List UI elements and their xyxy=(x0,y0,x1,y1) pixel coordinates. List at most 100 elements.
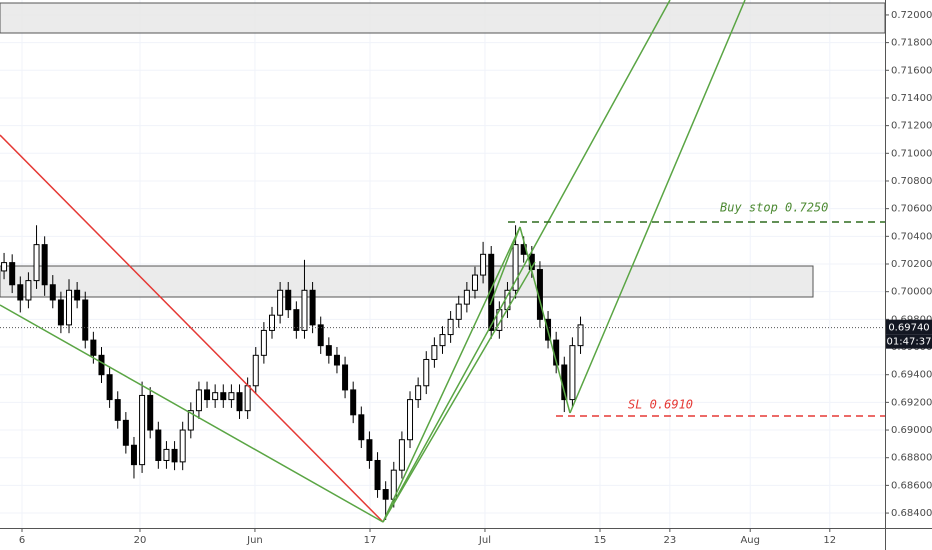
candle-body xyxy=(187,410,194,431)
candle-body xyxy=(293,309,300,331)
y-tick-label: 0.69000 xyxy=(891,425,932,436)
candle-body xyxy=(374,459,381,491)
candle-body xyxy=(471,274,478,291)
x-tick-label: 15 xyxy=(594,535,607,546)
trend-line xyxy=(382,261,536,523)
candle-body xyxy=(212,392,219,401)
y-tick-label: 0.71400 xyxy=(891,93,932,104)
y-tick-label: 0.70600 xyxy=(891,204,932,215)
candle-body xyxy=(33,244,40,282)
stop-loss-note: SL 0.6910 xyxy=(628,398,693,412)
candle-body xyxy=(317,324,324,347)
candle-body xyxy=(350,389,357,416)
price-axis xyxy=(885,0,932,550)
candle-body xyxy=(9,262,16,286)
x-tick-label: 6 xyxy=(19,535,25,546)
candle-body xyxy=(342,364,349,391)
candle-body xyxy=(398,439,405,471)
candle-body xyxy=(431,345,438,360)
y-tick-label: 0.68800 xyxy=(891,453,932,464)
candle-body xyxy=(98,354,105,376)
trend-line xyxy=(0,304,384,523)
trend-line xyxy=(382,226,521,523)
drawings xyxy=(0,0,885,523)
candle-body xyxy=(90,339,97,356)
y-tick-label: 0.70000 xyxy=(891,287,932,298)
candle-body xyxy=(179,429,186,463)
trend-line xyxy=(382,0,671,523)
candle-body xyxy=(455,303,462,320)
trend-line xyxy=(489,226,521,306)
candle-body xyxy=(82,299,89,341)
candle-body xyxy=(139,394,146,466)
y-tick-label: 0.68600 xyxy=(891,480,932,491)
y-tick-label: 0.70800 xyxy=(891,176,932,187)
y-tick-label: 0.69200 xyxy=(891,397,932,408)
candle-body xyxy=(301,289,308,331)
candle-body xyxy=(463,289,470,305)
x-tick-label: 20 xyxy=(134,535,147,546)
y-tick-label: 0.71000 xyxy=(891,148,932,159)
candle-body xyxy=(439,334,446,347)
supply-zone xyxy=(0,265,814,298)
candle-body xyxy=(106,374,113,401)
x-tick-label: Jun xyxy=(246,535,263,546)
x-tick-label: 17 xyxy=(364,535,377,546)
candles xyxy=(1,225,584,520)
candle-body xyxy=(163,448,170,461)
candle-body xyxy=(74,289,81,301)
candle-body xyxy=(1,262,8,272)
candle-body xyxy=(236,392,243,412)
candle-body xyxy=(228,392,235,401)
candle-body xyxy=(130,444,137,466)
candle-body xyxy=(333,354,340,366)
axes: 0.68400 0.68600 0.68800 0.69000 0.69200 0.694… xyxy=(19,10,932,546)
candle-body xyxy=(49,284,56,301)
candle-body xyxy=(155,429,162,461)
candle-body xyxy=(25,280,32,301)
candle-body xyxy=(57,299,64,326)
x-tick-label: Aug xyxy=(740,535,760,546)
candle-body xyxy=(577,324,584,347)
candle-body xyxy=(277,289,284,316)
candle-body xyxy=(17,284,24,301)
candle-body xyxy=(260,329,267,356)
last-price-label: 0.69740 xyxy=(888,323,929,334)
y-tick-label: 0.71200 xyxy=(891,121,932,132)
candle-body xyxy=(171,448,178,463)
resistance-zone xyxy=(0,2,886,34)
candle-body xyxy=(285,289,292,311)
y-tick-label: 0.69400 xyxy=(891,370,932,381)
candle-body xyxy=(195,389,202,412)
candle-body xyxy=(512,244,519,291)
candle-body xyxy=(358,414,365,441)
candle-body xyxy=(122,419,129,446)
time-axis xyxy=(0,528,885,550)
x-tick-label: 23 xyxy=(663,535,676,546)
y-tick-label: 0.71800 xyxy=(891,38,932,49)
candle-body xyxy=(268,314,275,331)
candle-body xyxy=(382,489,389,500)
countdown-box xyxy=(886,334,932,349)
y-tick-label: 0.72000 xyxy=(891,10,932,21)
last-price-box xyxy=(886,319,932,335)
candle-body xyxy=(480,253,487,276)
candle-body xyxy=(147,394,154,431)
candle-body xyxy=(41,244,48,286)
candle-body xyxy=(252,354,259,387)
candle-body xyxy=(220,392,227,401)
candle-body xyxy=(309,289,316,326)
candle-body xyxy=(415,385,422,401)
x-tick-label: 12 xyxy=(823,535,836,546)
y-tick-label: 0.68400 xyxy=(891,508,932,519)
candle-body xyxy=(447,318,454,336)
x-tick-label: Jul xyxy=(478,535,491,546)
candle-body xyxy=(66,289,73,326)
trend-line xyxy=(519,226,571,414)
candle-body xyxy=(244,385,251,412)
candle-body xyxy=(407,399,414,441)
buy-stop-note: Buy stop 0.7250 xyxy=(720,201,828,215)
candle-body xyxy=(204,389,211,401)
y-tick-label: 0.70400 xyxy=(891,231,932,242)
